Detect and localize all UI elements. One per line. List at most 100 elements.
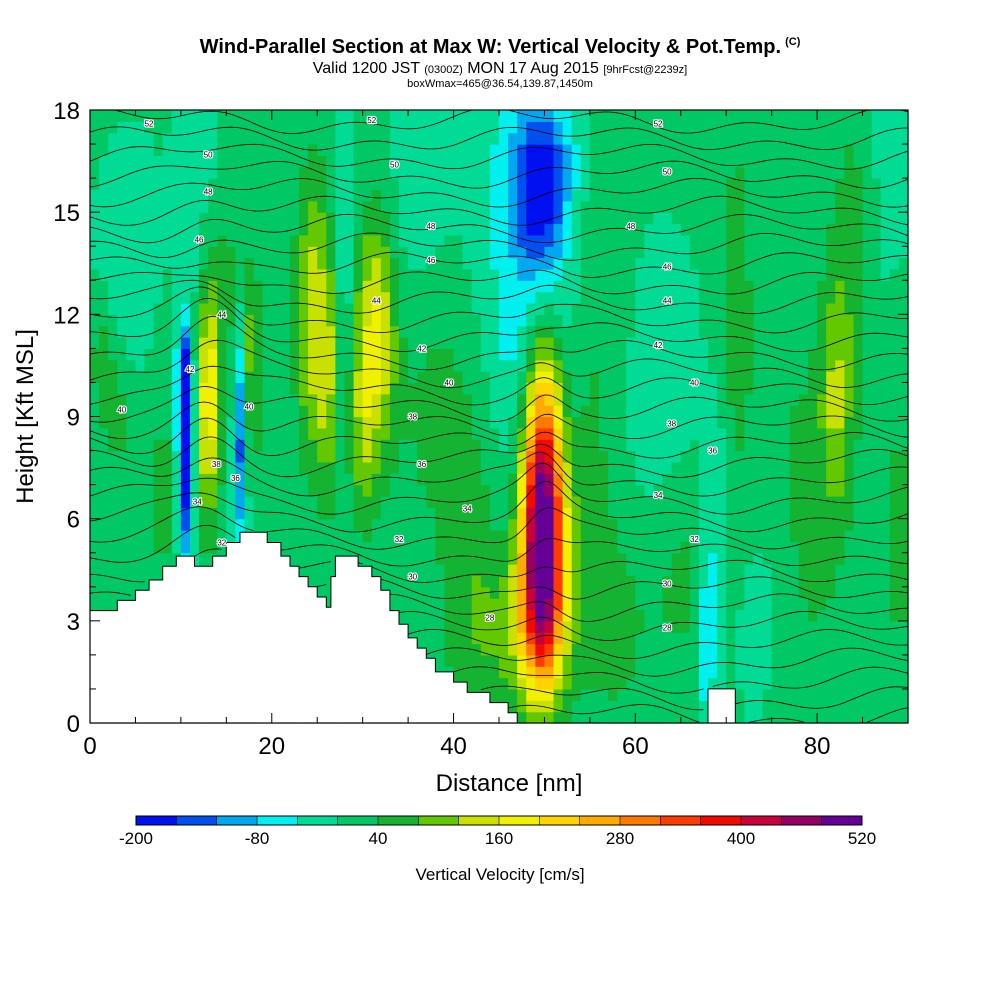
velocity-cell xyxy=(744,439,755,452)
velocity-cell xyxy=(580,711,591,724)
velocity-cell xyxy=(535,609,546,622)
velocity-cell xyxy=(671,598,682,611)
velocity-cell xyxy=(535,541,546,554)
velocity-cell xyxy=(608,359,618,372)
velocity-cell xyxy=(744,700,755,713)
velocity-cell xyxy=(326,189,336,202)
velocity-cell xyxy=(853,325,864,338)
velocity-cell xyxy=(108,314,118,327)
velocity-cell xyxy=(117,189,127,202)
velocity-cell xyxy=(180,371,191,384)
velocity-cell xyxy=(726,166,736,179)
subtitle-utc: (0300Z) xyxy=(424,64,463,76)
theta-label: 34 xyxy=(193,498,202,507)
velocity-cell xyxy=(362,484,373,497)
velocity-cell xyxy=(753,337,764,349)
velocity-cell xyxy=(726,518,736,531)
velocity-cell xyxy=(762,700,773,713)
velocity-cell xyxy=(426,121,436,134)
velocity-cell xyxy=(426,189,436,202)
velocity-cell xyxy=(389,132,400,145)
velocity-cell xyxy=(598,337,609,349)
velocity-cell xyxy=(517,677,527,690)
velocity-cell xyxy=(708,405,718,418)
velocity-cell xyxy=(844,234,855,247)
velocity-cell xyxy=(471,144,482,157)
velocity-cell xyxy=(253,132,264,145)
chart-subtitle: Valid 1200 JST (0300Z) MON 17 Aug 2015 [… xyxy=(0,60,1000,78)
velocity-cell xyxy=(435,121,446,134)
velocity-cell xyxy=(526,189,536,202)
velocity-cell xyxy=(544,495,555,508)
velocity-cell xyxy=(653,144,664,157)
velocity-cell xyxy=(608,132,618,145)
velocity-cell xyxy=(208,518,218,531)
velocity-cell xyxy=(189,507,200,520)
velocity-cell xyxy=(544,427,555,440)
velocity-cell xyxy=(671,700,682,713)
velocity-cell xyxy=(717,189,727,202)
velocity-cell xyxy=(453,586,464,599)
velocity-cell xyxy=(562,110,573,122)
velocity-cell xyxy=(817,110,827,122)
velocity-cell xyxy=(444,541,455,554)
velocity-cell xyxy=(635,666,646,679)
velocity-cell xyxy=(153,461,164,474)
velocity-cell xyxy=(289,257,300,270)
velocity-cell xyxy=(598,314,609,327)
velocity-cell xyxy=(144,439,155,452)
theta-label: 36 xyxy=(417,460,426,469)
velocity-cell xyxy=(808,155,818,168)
velocity-cell xyxy=(508,189,518,202)
velocity-cell xyxy=(135,246,146,259)
velocity-cell xyxy=(626,189,636,202)
velocity-cell xyxy=(544,234,555,247)
velocity-cell xyxy=(798,325,809,338)
velocity-cell xyxy=(371,257,382,270)
velocity-cell xyxy=(844,439,855,452)
velocity-cell xyxy=(580,654,591,667)
velocity-cell xyxy=(453,643,464,656)
velocity-cell xyxy=(371,530,382,542)
velocity-cell xyxy=(626,268,636,281)
velocity-cell xyxy=(208,200,218,213)
velocity-cell xyxy=(898,359,909,372)
velocity-cell xyxy=(526,439,536,452)
velocity-cell xyxy=(144,132,155,145)
velocity-cell xyxy=(780,200,791,213)
velocity-cell xyxy=(144,200,155,213)
velocity-cell xyxy=(189,200,200,213)
velocity-cell xyxy=(898,632,909,645)
velocity-cell xyxy=(389,110,400,122)
velocity-cell xyxy=(862,348,873,361)
theta-contour xyxy=(89,297,909,353)
velocity-cell xyxy=(335,473,346,486)
velocity-cell xyxy=(235,325,246,338)
velocity-cell xyxy=(362,223,373,236)
velocity-cell xyxy=(889,132,900,145)
velocity-cell xyxy=(662,348,673,361)
velocity-cell xyxy=(453,405,464,418)
velocity-cell xyxy=(726,132,736,145)
velocity-cell xyxy=(889,461,900,474)
velocity-cell xyxy=(362,178,373,191)
velocity-cell xyxy=(408,518,418,531)
velocity-cell xyxy=(780,711,791,724)
velocity-cell xyxy=(389,564,400,577)
velocity-cell xyxy=(653,461,664,474)
velocity-cell xyxy=(499,439,509,452)
velocity-cell xyxy=(217,541,227,554)
velocity-cell xyxy=(199,495,209,508)
velocity-cell xyxy=(771,200,782,213)
velocity-cell xyxy=(871,530,882,542)
velocity-cell xyxy=(835,189,845,202)
velocity-cell xyxy=(526,632,536,645)
velocity-cell xyxy=(571,337,582,349)
velocity-cell xyxy=(244,144,255,157)
velocity-cell xyxy=(744,654,755,667)
velocity-cell xyxy=(426,586,436,599)
velocity-cell xyxy=(180,234,191,247)
velocity-cell xyxy=(780,302,791,315)
velocity-cell xyxy=(508,223,518,236)
velocity-cell xyxy=(689,688,700,701)
